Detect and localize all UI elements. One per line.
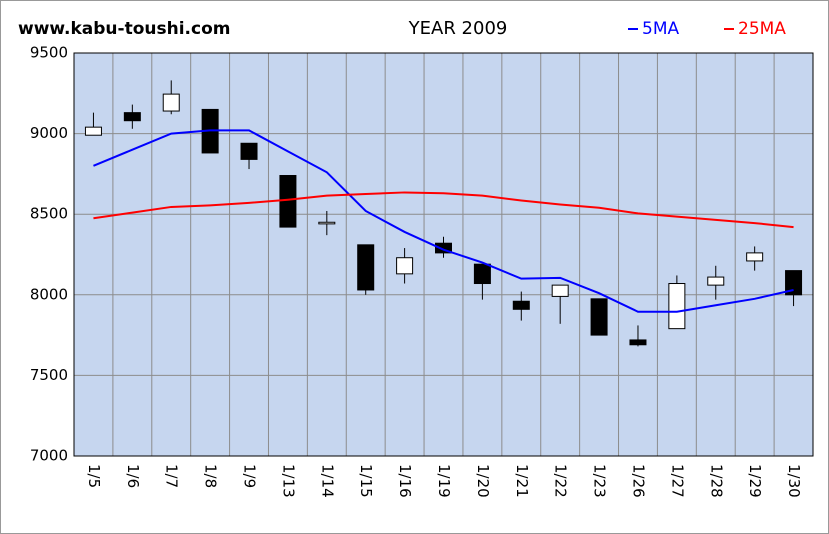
candle-body	[357, 244, 375, 291]
candle-body	[473, 263, 491, 285]
y-tick-label: 8500	[30, 205, 68, 223]
x-tick-label: 1/28	[707, 464, 725, 498]
x-tick-label: 1/20	[474, 464, 492, 498]
chart-title: YEAR 2009	[408, 18, 508, 39]
candle-body	[84, 126, 102, 136]
candle-body	[668, 283, 686, 330]
x-tick-label: 1/19	[435, 464, 453, 498]
candle-body	[123, 112, 141, 122]
candle-body	[551, 284, 569, 297]
candle-body	[279, 175, 297, 228]
y-tick-label: 7500	[30, 366, 68, 384]
x-tick-label: 1/16	[396, 464, 414, 498]
x-tick-label: 1/21	[513, 464, 531, 498]
candle-body	[707, 276, 725, 286]
candle-body	[240, 142, 258, 160]
source: www.kabu-toushi.com	[18, 19, 230, 39]
x-tick-label: 1/23	[591, 464, 609, 498]
candle-body	[512, 300, 530, 310]
x-tick-label: 1/14	[318, 464, 336, 498]
candle-body	[318, 221, 336, 225]
candle-body	[590, 298, 608, 336]
y-tick-label: 8000	[30, 285, 68, 303]
x-tick-label: 1/22	[552, 464, 570, 498]
candle-body	[785, 270, 803, 296]
plot-border	[73, 52, 814, 457]
ma-line	[93, 129, 794, 313]
x-tick-label: 1/8	[202, 464, 220, 488]
x-tick-label: 1/13	[279, 464, 297, 498]
x-tick-label: 1/27	[668, 464, 686, 498]
candle-body	[396, 257, 414, 275]
legend-label: 5MA	[642, 19, 679, 39]
candle-body	[746, 252, 764, 262]
y-tick-label: 7000	[30, 447, 68, 465]
candle-body	[435, 242, 452, 254]
x-tick-label: 1/15	[357, 464, 375, 498]
candle-body	[162, 93, 180, 112]
x-tick-label: 1/6	[124, 464, 142, 488]
x-tick-label: 1/7	[163, 464, 181, 488]
y-tick-label: 9000	[30, 124, 68, 142]
legend-label: 25MA	[738, 19, 786, 39]
y-tick-label: 9500	[30, 44, 68, 62]
x-tick-label: 1/29	[746, 464, 764, 498]
x-tick-label: 1/26	[629, 464, 647, 498]
x-tick-label: 1/5	[85, 464, 103, 488]
x-tick-label: 1/9	[241, 464, 259, 488]
x-tick-label: 1/30	[785, 464, 803, 498]
candle-body	[629, 339, 647, 346]
ma-line	[93, 191, 794, 229]
